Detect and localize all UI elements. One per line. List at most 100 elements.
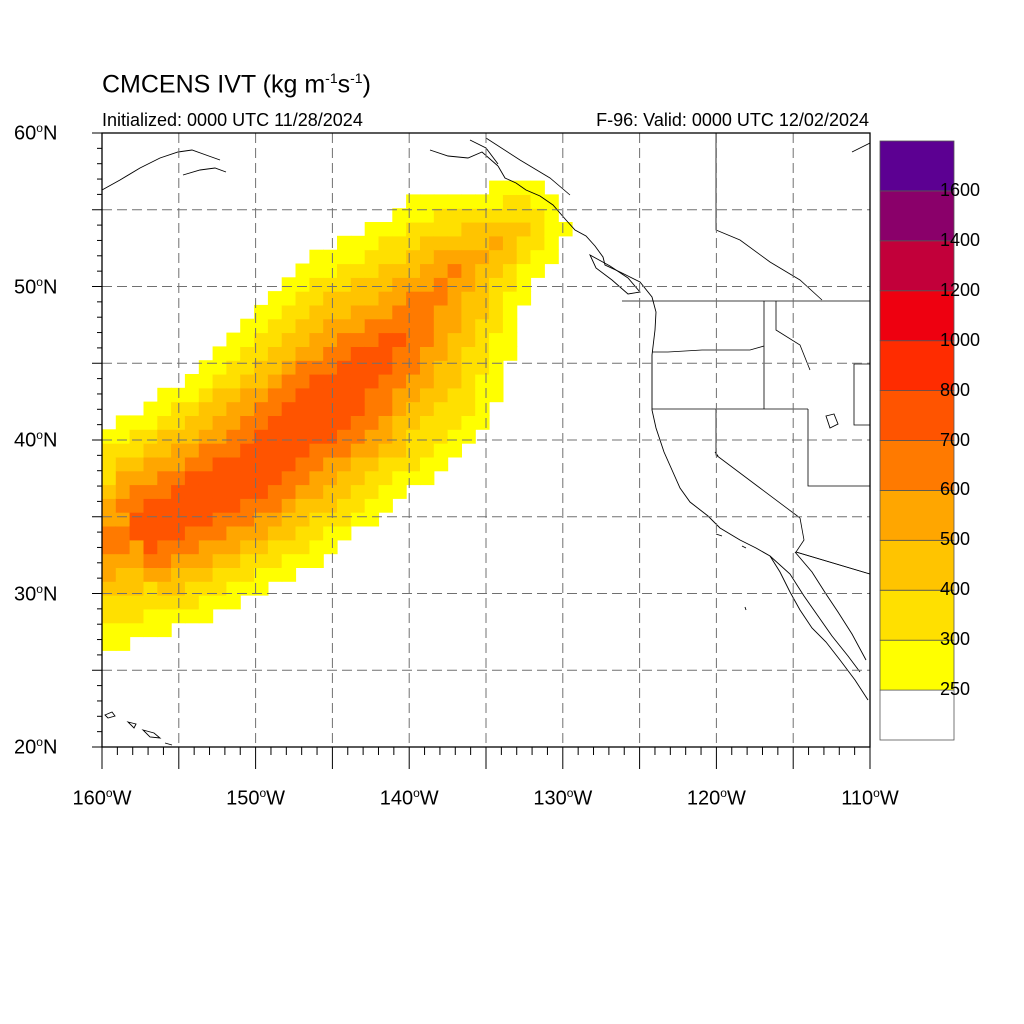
ivt-cell [184,498,200,513]
ivt-cell [447,346,462,361]
ivt-cell [350,401,366,416]
ivt-cell [364,429,380,444]
ivt-cell [378,374,393,389]
ivt-cell [337,429,352,444]
mexico-border-line [795,551,870,575]
ivt-cell [392,374,407,389]
ivt-cell [184,415,200,430]
ivt-cell [226,374,241,389]
ivt-cell [516,235,532,251]
ivt-cell [295,318,310,334]
lat-label: 60oN [14,121,58,145]
ivt-cell [475,249,490,265]
ivt-cell [337,346,352,361]
ivt-cell [129,608,144,624]
ivt-cell [157,622,172,638]
ivt-cell [184,581,200,596]
ivt-cell [254,429,269,444]
ivt-cell [378,235,393,251]
ivt-cell [502,180,518,195]
ivt-cell [143,581,158,596]
ivt-cell [295,512,310,527]
ivt-cell [295,498,310,513]
ivt-cell [433,304,449,320]
ivt-cell [212,567,227,582]
ivt-cell [129,470,144,486]
ivt-cell [502,318,518,334]
ivt-cell [254,553,269,568]
ivt-cell [323,263,338,278]
ivt-cell [350,374,366,389]
ivt-cell [240,360,255,375]
colorbar-box [879,689,955,741]
ivt-cell [420,346,435,361]
ivt-cell [198,456,214,472]
ivt-cell [226,595,241,610]
ivt-cell [420,332,435,347]
ivt-cell [364,222,380,237]
lon-label: 140oW [379,786,439,810]
ivt-cell [129,512,144,527]
ivt-cell [461,249,476,265]
ivt-cell [309,512,324,527]
ivt-cell [364,304,380,320]
ivt-cell [143,567,158,582]
ivt-cell [558,222,573,237]
lon-label: 150oW [226,786,286,810]
ivt-cell [323,539,338,555]
ivt-cell [102,622,117,638]
ivt-cell [461,415,476,430]
ivt-cell [267,360,283,375]
guadalupe-island [744,606,747,611]
ivt-cell [226,360,241,375]
ivt-cell [281,291,297,306]
ivt-cell [129,526,144,541]
ivt-cell [392,429,407,444]
ivt-cell [378,484,393,499]
ivt-cell [406,346,421,361]
ivt-cell [267,318,283,334]
ivt-cell [102,581,117,596]
ivt-cell [392,387,407,403]
ivt-cell [337,360,352,375]
ivt-cell [420,360,435,375]
ivt-cell [226,470,241,486]
ivt-cell [433,456,449,472]
ivt-cell [406,235,421,251]
baja-peninsula [769,555,861,673]
ivt-cell [516,208,532,223]
ivt-cell [143,622,158,638]
ivt-cell [420,291,435,306]
ivt-cell [281,498,297,513]
colorbar-label: 1200 [940,279,981,300]
ivt-cell [254,567,269,582]
ivt-cell [406,277,421,292]
ivt-cell [212,401,227,416]
ivt-cell [281,332,297,347]
ivt-cell [240,387,255,403]
ivt-cell [516,263,532,278]
border-nv-ut [807,409,870,487]
ivt-cell [337,484,352,499]
ivt-cell [267,443,283,458]
great-salt-lake [825,413,839,429]
ivt-cell [447,194,462,209]
ivt-cell [295,360,310,375]
ivt-cell [295,387,310,403]
ivt-cell [350,318,366,334]
ivt-cell [475,277,490,292]
ivt-cell [198,470,214,486]
ivt-cell [350,443,366,458]
ivt-cell [502,249,518,265]
ivt-cell [171,484,186,499]
colorbar-box [879,240,955,292]
ivt-cell [309,318,324,334]
ivt-cell [433,415,449,430]
colorbar-label: 600 [940,479,971,500]
ivt-cell [295,263,310,278]
ivt-cell [184,539,200,555]
border-wa-or [652,345,765,353]
ivt-cell [337,512,352,527]
ivt-cell [281,401,297,416]
ivt-cell [226,387,241,403]
